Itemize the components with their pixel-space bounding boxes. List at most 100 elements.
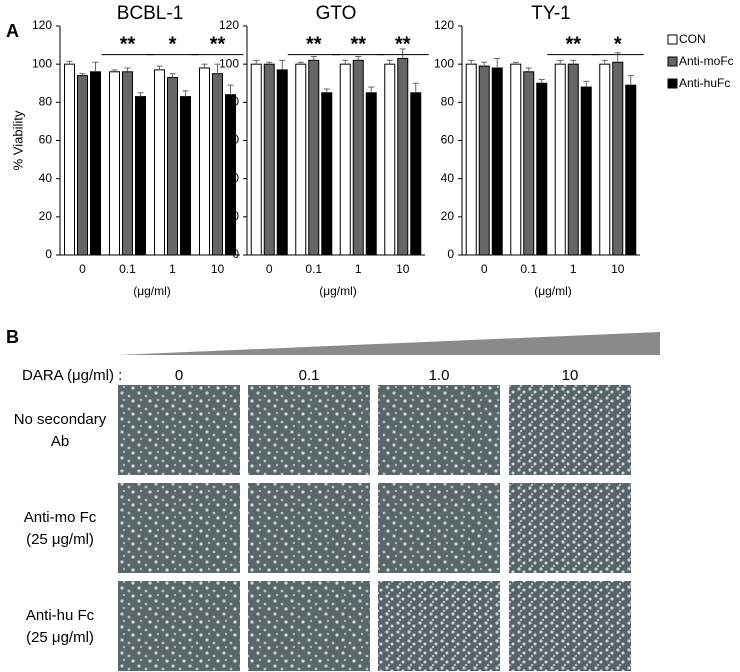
legend-swatch [667, 78, 678, 89]
column-label: 0.1 [299, 367, 320, 384]
y-tick-label: 0 [447, 247, 454, 261]
bar [397, 57, 409, 256]
micrograph [509, 385, 631, 475]
y-tick-label: 60 [226, 133, 240, 147]
error-bar [66, 60, 73, 65]
bar [250, 63, 262, 256]
bar [510, 63, 522, 256]
bar [339, 63, 351, 256]
row-label: Ab [51, 433, 69, 450]
error-bar [227, 84, 234, 95]
micrograph [248, 385, 370, 475]
error-bar [481, 61, 488, 67]
significance: ** [565, 33, 581, 55]
error-bar [297, 61, 304, 65]
bar [295, 63, 307, 256]
y-axis-label: % Viability [10, 110, 25, 170]
bar [180, 96, 191, 256]
y-tick-label: 0 [232, 247, 239, 261]
bar [523, 71, 535, 256]
bar [321, 92, 333, 256]
bar [308, 59, 320, 256]
gradient-triangle [118, 332, 660, 355]
micrograph [509, 483, 631, 573]
bar [612, 61, 624, 256]
significance: * [169, 33, 177, 55]
error-bar [525, 67, 532, 72]
error-bar [570, 59, 577, 65]
column-label: 1.0 [429, 367, 450, 384]
error-bar [310, 56, 317, 61]
significance: ** [210, 33, 226, 55]
y-tick-label: 80 [39, 95, 53, 109]
bar [352, 59, 364, 256]
error-bar [92, 61, 99, 72]
bar [122, 71, 133, 256]
error-bar [355, 56, 362, 61]
error-bar [412, 82, 419, 93]
error-bar [111, 69, 118, 72]
error-bar [386, 59, 393, 65]
micrograph [118, 581, 240, 671]
bar [90, 71, 101, 256]
row-label: (25 μg/ml) [26, 629, 94, 646]
bar [199, 67, 210, 256]
bar [365, 92, 377, 256]
micrograph [378, 385, 500, 475]
x-tick-label: 0 [266, 262, 273, 276]
error-bar [323, 88, 330, 93]
micrograph [118, 385, 240, 475]
x-tick-label: 10 [611, 262, 625, 276]
row-label: No secondary [14, 411, 107, 428]
x-tick-label: 0 [481, 262, 488, 276]
y-tick-label: 120 [219, 18, 239, 32]
error-bar [494, 57, 501, 68]
x-tick-label: 0.1 [520, 262, 537, 276]
error-bar [538, 78, 545, 84]
bar [554, 63, 566, 256]
error-bar [266, 61, 273, 65]
row-label: Anti-mo Fc [24, 509, 97, 526]
bar [478, 65, 490, 256]
micrograph [509, 581, 631, 671]
significance: ** [306, 33, 322, 55]
dara-label: DARA (μg/ml) : [22, 367, 122, 384]
y-tick-label: 20 [226, 209, 240, 223]
y-tick-label: 60 [39, 133, 53, 147]
bar [580, 86, 592, 256]
bar [384, 63, 396, 256]
micrograph [378, 581, 500, 671]
x-tick-label: 1 [169, 262, 176, 276]
x-axis-label: (μg/ml) [534, 284, 572, 298]
y-tick-label: 100 [32, 56, 52, 70]
bar [154, 69, 165, 256]
y-tick-label: 120 [32, 18, 52, 32]
y-tick-label: 120 [434, 18, 454, 32]
y-tick-label: 40 [441, 171, 455, 185]
error-bar [512, 61, 519, 65]
y-tick-label: 20 [39, 209, 53, 223]
error-bar [627, 75, 634, 86]
y-tick-label: 0 [45, 247, 52, 261]
panel-label: A [6, 21, 19, 41]
bar [567, 63, 579, 256]
error-bar [79, 73, 86, 76]
x-tick-label: 0.1 [119, 262, 136, 276]
error-bar [557, 59, 564, 65]
x-axis-label: (μg/ml) [319, 284, 357, 298]
bar [77, 75, 88, 256]
row-label: (25 μg/ml) [26, 531, 94, 548]
x-tick-label: 1 [355, 262, 362, 276]
bar [625, 84, 637, 256]
error-bar [169, 73, 176, 78]
micrograph [118, 483, 240, 573]
y-tick-label: 80 [226, 95, 240, 109]
error-bar [156, 65, 163, 70]
x-tick-label: 10 [396, 262, 410, 276]
error-bar [399, 48, 406, 59]
error-bar [601, 59, 608, 65]
column-label: 0 [175, 367, 183, 384]
x-tick-label: 1 [570, 262, 577, 276]
significance: * [614, 33, 622, 55]
